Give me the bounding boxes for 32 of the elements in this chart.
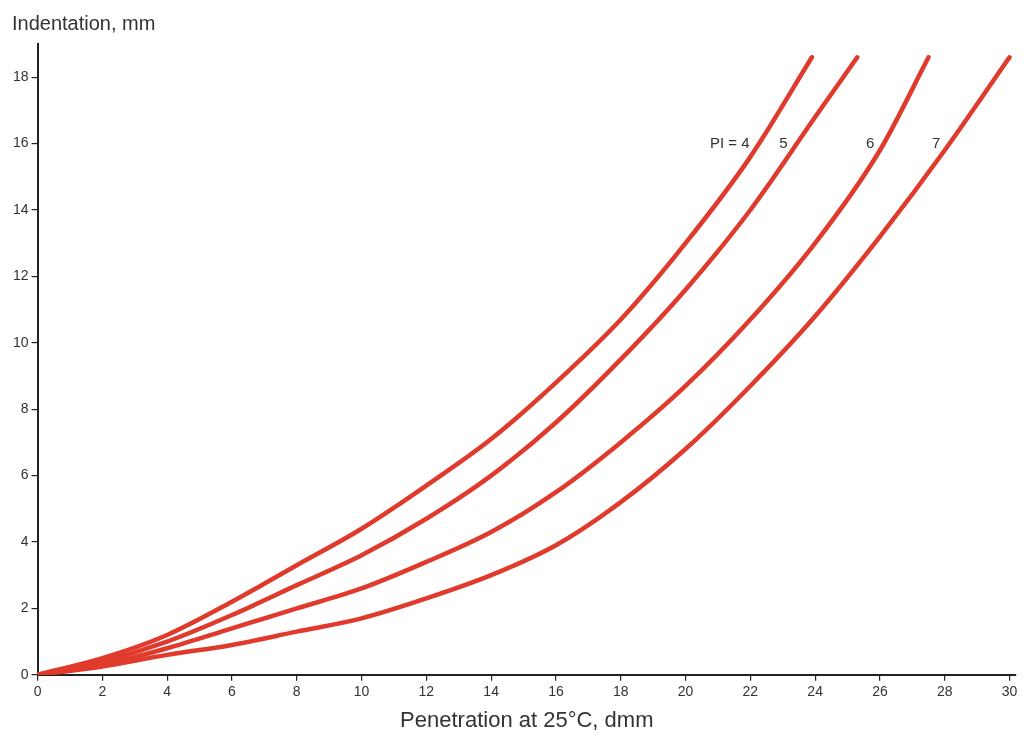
x-tick-label: 10	[353, 683, 370, 700]
x-tick-label: 12	[418, 683, 435, 700]
series-label: 5	[779, 133, 788, 151]
y-tick-label: 18	[12, 68, 29, 85]
x-tick-label: 0	[33, 683, 42, 700]
x-tick-label: 4	[163, 683, 172, 700]
x-tick-label: 26	[872, 683, 888, 700]
x-tick-label: 6	[228, 683, 237, 700]
y-tick-label: 10	[12, 333, 29, 350]
x-tick-label: 22	[742, 683, 759, 700]
x-tick-label: 16	[548, 683, 564, 700]
y-tick-label: 6	[20, 466, 29, 483]
x-tick-label: 14	[483, 683, 500, 700]
x-tick-label: 2	[98, 683, 107, 700]
x-tick-label: 20	[677, 683, 694, 700]
series-label: PI = 4	[709, 133, 750, 151]
x-axis-title: Penetration at 25°C, dmm	[400, 706, 654, 732]
y-tick-label: 0	[20, 665, 29, 682]
y-tick-label: 2	[20, 599, 29, 616]
y-tick-label: 8	[20, 400, 29, 417]
y-axis-title: Indentation, mm	[12, 11, 156, 34]
y-tick-label: 14	[12, 200, 29, 217]
series-label: 6	[866, 133, 875, 151]
x-tick-label: 8	[292, 683, 301, 700]
x-tick-label: 28	[936, 683, 953, 700]
x-tick-label: 24	[807, 683, 824, 700]
y-tick-label: 4	[20, 532, 29, 549]
y-tick-label: 16	[12, 134, 29, 151]
x-tick-label: 30	[1001, 683, 1018, 700]
x-tick-label: 18	[612, 683, 629, 700]
y-tick-label: 12	[12, 267, 29, 284]
series-label: 7	[932, 133, 941, 151]
